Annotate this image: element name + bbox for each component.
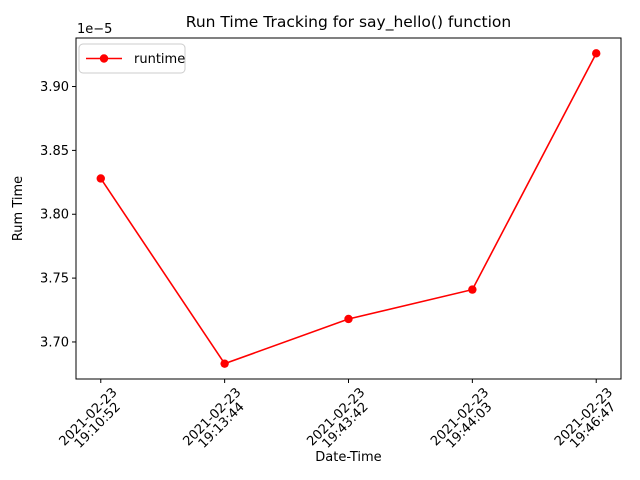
- legend-entry-runtime: runtime: [134, 52, 185, 67]
- legend-frame: [78, 43, 186, 74]
- y-axis-title: Rum Time: [11, 176, 26, 241]
- chart-title: Run Time Tracking for say_hello() functi…: [186, 13, 512, 32]
- x-axis-ticks: [100, 379, 597, 383]
- data-point-marker: [344, 314, 353, 324]
- legend-marker-icon: [99, 54, 109, 63]
- data-point-marker: [468, 285, 477, 294]
- legend: runtime: [78, 43, 186, 74]
- y-axis-ticks: [72, 86, 76, 343]
- y-tick-label: 3.90: [40, 80, 69, 95]
- y-tick-label: 3.85: [40, 144, 69, 159]
- data-point-marker: [96, 174, 105, 183]
- y-axis-offset-label: 1e−5: [77, 22, 112, 37]
- y-axis-tick-labels: 3.70 3.75 3.80 3.85 3.90: [40, 80, 69, 350]
- data-point-marker: [220, 359, 229, 368]
- y-tick-label: 3.70: [40, 335, 69, 350]
- y-tick-label: 3.75: [40, 272, 69, 287]
- data-point-marker: [592, 49, 601, 58]
- x-axis-title: Date-Time: [315, 450, 381, 465]
- runtime-series: [96, 49, 601, 368]
- y-tick-label: 3.80: [40, 208, 69, 223]
- plot-frame: [75, 37, 622, 380]
